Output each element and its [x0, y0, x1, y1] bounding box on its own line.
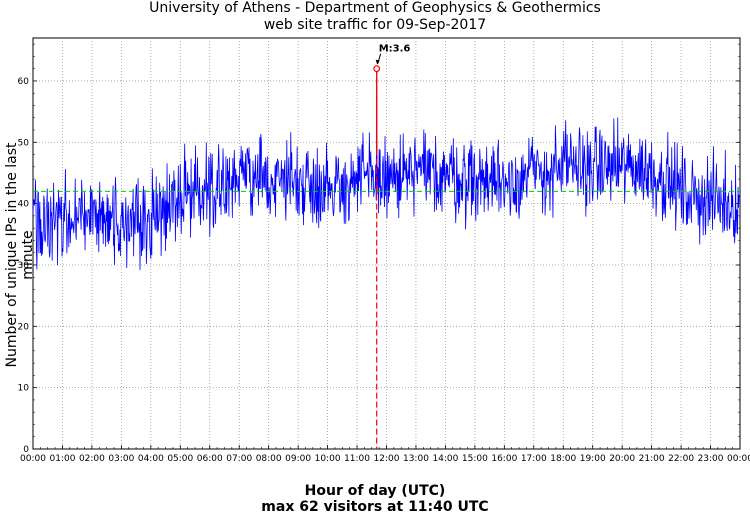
y-tick-label: 0 [23, 445, 29, 455]
x-tick-label: 23:00 [698, 454, 724, 464]
x-tick-label: 09:00 [285, 454, 311, 464]
x-tick-label: 07:00 [226, 454, 252, 464]
y-tick-label: 40 [18, 200, 30, 210]
x-tick-label: 21:00 [639, 454, 665, 464]
x-axis-label: Hour of day (UTC) [304, 483, 446, 499]
y-tick-label: 20 [18, 322, 30, 332]
x-tick-label: 08:00 [256, 454, 282, 464]
y-tick-label: 50 [18, 138, 30, 148]
x-tick-label: 06:00 [197, 454, 223, 464]
x-tick-label: 19:00 [580, 454, 606, 464]
x-tick-label: 05:00 [167, 454, 193, 464]
annotation-label: M:3.6 [379, 44, 411, 55]
y-tick-label: 60 [18, 77, 30, 87]
chart-subtitle: web site traffic for 09-Sep-2017 [263, 17, 487, 33]
x-tick-label: 02:00 [79, 454, 105, 464]
x-tick-label: 10:00 [315, 454, 341, 464]
x-tick-label: 12:00 [374, 454, 400, 464]
x-tick-label: 00:00 [727, 454, 750, 464]
x-tick-label: 22:00 [668, 454, 694, 464]
x-tick-label: 16:00 [491, 454, 517, 464]
chart-title: University of Athens - Department of Geo… [149, 0, 601, 16]
annotation-arrowhead [375, 59, 380, 65]
x-tick-label: 18:00 [550, 454, 576, 464]
max-visitors-label: max 62 visitors at 11:40 UTC [261, 499, 489, 515]
x-tick-label: 11:00 [344, 454, 370, 464]
traffic-series-line [32, 68, 741, 271]
x-tick-label: 00:00 [20, 454, 46, 464]
x-tick-label: 13:00 [403, 454, 429, 464]
x-tick-label: 04:00 [138, 454, 164, 464]
x-tick-label: 14:00 [432, 454, 458, 464]
y-tick-label: 30 [18, 261, 30, 271]
y-tick-label: 10 [18, 384, 30, 394]
max-marker-point [373, 65, 381, 73]
x-tick-label: 01:00 [49, 454, 75, 464]
x-tick-label: 03:00 [108, 454, 134, 464]
x-tick-label: 17:00 [521, 454, 547, 464]
y-axis-label: Number of unique IPs in the last minute [4, 142, 36, 368]
x-tick-label: 15:00 [462, 454, 488, 464]
x-tick-label: 20:00 [609, 454, 635, 464]
